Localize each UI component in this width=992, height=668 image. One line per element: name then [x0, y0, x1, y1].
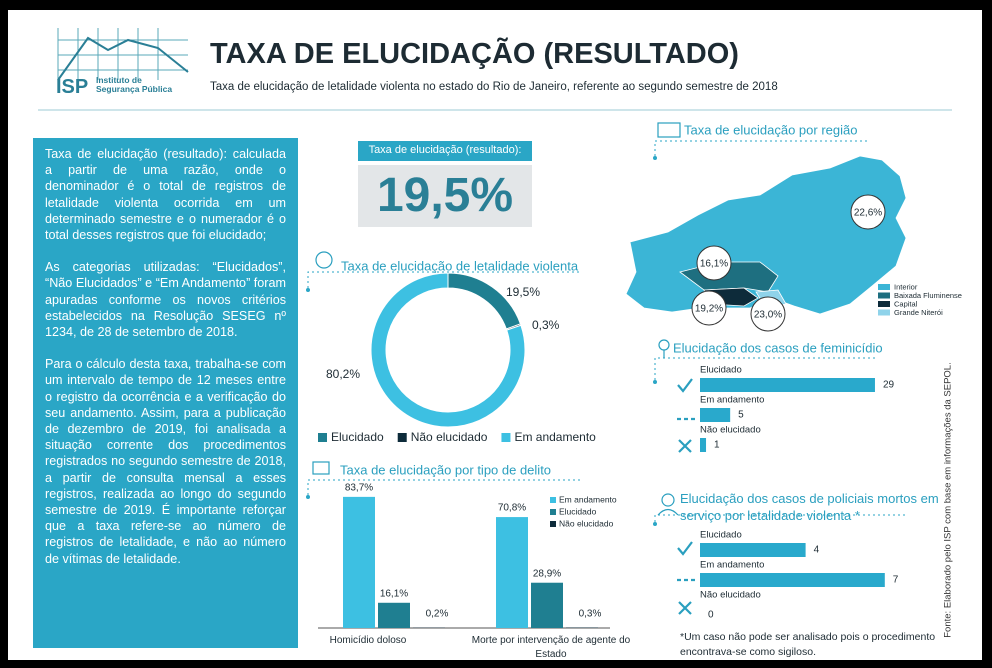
legend-swatch — [878, 292, 890, 299]
legend-label: Baixada Fluminense — [894, 291, 962, 300]
legend-label: Elucidado — [559, 506, 597, 516]
kpi-label: Taxa de elucidação (resultado): — [368, 144, 522, 156]
value-label: 83,7% — [345, 483, 373, 494]
legend-swatch — [878, 309, 890, 316]
logo-grid — [57, 28, 189, 81]
category-label: Em andamento — [700, 395, 764, 406]
value-label: 1 — [714, 440, 720, 451]
bar — [343, 496, 375, 628]
value-label: 16,1% — [380, 588, 408, 599]
bar — [700, 408, 731, 422]
region-marker — [691, 290, 727, 326]
category-label: Elucidado — [700, 530, 742, 541]
bar — [378, 602, 410, 628]
bar — [531, 582, 563, 628]
value-label: 5 — [738, 410, 744, 421]
sidebar: Taxa de elucidação (resultado): calculad… — [33, 138, 298, 648]
legend-label: Capital — [894, 299, 918, 308]
legend-label: Grande Niterói — [894, 308, 943, 317]
value-label: 19,2% — [695, 304, 723, 315]
legend-label: Em andamento — [559, 494, 617, 504]
value-label: 28,9% — [533, 568, 561, 579]
x-tick-label: Homicídio doloso — [329, 635, 407, 646]
value-label: 16,1% — [700, 259, 728, 270]
section-icons — [312, 122, 681, 516]
bar — [496, 517, 528, 628]
value-label: 7 — [893, 575, 899, 586]
kpi-label-box — [358, 141, 532, 161]
category-label: Em andamento — [700, 560, 764, 571]
region-marker — [850, 194, 886, 230]
value-label: 23,0% — [754, 310, 782, 321]
map-shapes — [625, 155, 907, 315]
bar — [700, 543, 806, 557]
legend-label: Interior — [894, 282, 918, 291]
legend-swatch — [878, 284, 890, 290]
leaders — [307, 140, 908, 522]
leader-dots — [306, 156, 657, 526]
value-label: 4 — [814, 545, 820, 556]
infographic: Taxa de elucidação de letalidade violent… — [8, 10, 982, 660]
legend-swatch — [550, 497, 556, 503]
kpi-value-box — [358, 165, 532, 227]
value-label: 22,6% — [854, 208, 882, 219]
source: Fonte: Elaborado pelo ISP com base em in… — [942, 362, 954, 638]
value-label: 80,2% — [326, 367, 360, 381]
sidebar-paragraph: Para o cálculo desta taxa, trabalha-se c… — [45, 357, 286, 566]
legend-swatch — [501, 433, 511, 442]
region-marker — [696, 245, 732, 281]
donut-segment — [370, 272, 526, 428]
title: TAXA DE ELUCIDAÇÃO (RESULTADO) — [210, 38, 739, 70]
legend-swatch — [318, 433, 327, 442]
chart-title: Taxa de elucidação de letalidade violent… — [341, 258, 579, 273]
legend-label: Não elucidado — [411, 430, 488, 444]
value-label: 0,3% — [532, 318, 560, 332]
sidebar-paragraph: Taxa de elucidação (resultado): calculad… — [45, 147, 286, 243]
logo-name: Instituto de Segurança Pública — [96, 75, 173, 94]
value-label: 29 — [883, 380, 895, 391]
bar — [700, 573, 885, 587]
chart-title: Taxa de elucidação por região — [684, 122, 857, 137]
note: *Um caso não pode ser analisado pois o p… — [680, 631, 936, 658]
region-marker — [750, 296, 786, 332]
category-label: Não elucidado — [700, 425, 761, 436]
value-label: 19,5% — [506, 285, 540, 299]
logo-abbr: ISP — [56, 76, 89, 98]
legend-label: Não elucidado — [559, 518, 614, 528]
legend-swatch — [878, 301, 890, 307]
category-label: Elucidado — [700, 365, 742, 376]
category-label: Não elucidado — [700, 590, 761, 601]
legend-label: Em andamento — [514, 430, 596, 444]
chart-title: Elucidação dos casos de policiais mortos… — [680, 491, 939, 523]
chart-title: Taxa de elucidação por tipo de delito — [340, 462, 551, 477]
bar — [700, 438, 707, 452]
value-label: 70,8% — [498, 503, 526, 514]
sidebar-paragraph: As categorias utilizadas: “Elucidados”, … — [45, 260, 286, 340]
kpi-value: 19,5% — [376, 169, 514, 222]
value-label: 0 — [708, 610, 714, 621]
graphics: Taxa de elucidação de letalidade violent… — [38, 28, 962, 629]
subtitle: Taxa de elucidação de letalidade violent… — [210, 81, 778, 93]
chart-title: Elucidação dos casos de feminicídio — [673, 340, 883, 355]
legend-swatch — [550, 509, 556, 515]
donut-segment — [447, 272, 522, 330]
x-tick-label: Morte por intervenção de agente do Estad… — [471, 635, 631, 660]
value-label: 0,3% — [579, 609, 602, 620]
legend-label: Elucidado — [331, 430, 384, 444]
legend-swatch — [397, 433, 407, 442]
legend-swatch — [550, 521, 556, 527]
value-label: 0,2% — [426, 609, 449, 620]
bar — [700, 378, 875, 392]
status-icons — [677, 378, 695, 615]
